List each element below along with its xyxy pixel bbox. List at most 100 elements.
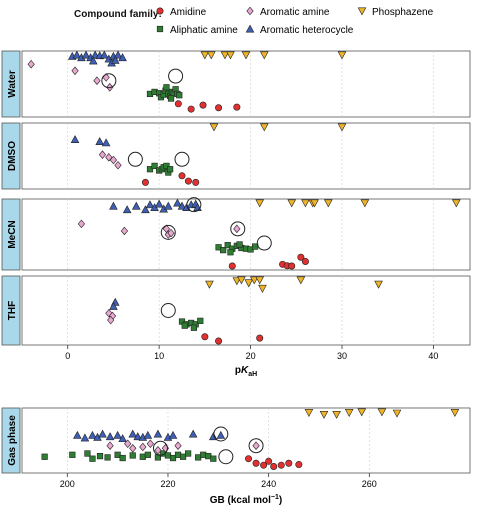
highlight-ring [168,68,184,84]
point-phosphazene [241,51,251,60]
point-aromatic-amine [124,439,132,449]
point-amidine [252,459,260,467]
x-tick-label: 260 [362,479,377,489]
point-aromatic-amine [71,66,79,76]
point-aliphatic-amine [163,162,170,170]
legend-label-amidine: Amidine [170,7,207,18]
legend-marker-phosphazene [357,7,367,16]
point-aromatic-heterocycle [81,50,91,59]
point-aliphatic-amine [190,324,197,331]
highlight-ring [230,221,246,237]
point-aromatic-amine [27,59,35,69]
point-aliphatic-amine [146,166,154,173]
point-phosphazene [259,51,269,60]
point-phosphazene [296,276,306,285]
highlight-ring [186,197,202,213]
x-tick-label: 20 [246,351,256,361]
legend-label-phosphazene: Phosphazene [372,7,434,18]
point-aliphatic-amine [181,322,188,329]
point-aromatic-heterocycle [80,433,90,442]
point-phosphazene [249,276,259,285]
x-axis-title: GB (kcal mol−1) [210,494,282,506]
point-aromatic-heterocycle [133,432,143,441]
point-aromatic-heterocycle [109,201,118,210]
point-aromatic-amine [114,160,122,170]
point-phosphazene [310,199,319,208]
point-aromatic-amine [146,439,154,449]
point-aromatic-heterocycle [98,429,107,438]
point-amidine [184,177,192,185]
highlight-ring [256,235,272,251]
panel-label-water: Water [7,70,18,98]
point-phosphazene [205,280,214,289]
point-aromatic-heterocycle [70,135,80,143]
point-aromatic-heterocycle [168,430,178,439]
x-tick-label: 240 [261,479,276,489]
point-phosphazene [357,408,367,417]
point-amidine [256,334,264,342]
point-amidine [265,457,273,465]
highlight-ring [174,151,190,167]
point-phosphazene [332,410,341,419]
point-aromatic-heterocycle [131,201,141,210]
legend-label-aliphatic-amine: Aliphatic amine [170,25,238,36]
point-aliphatic-amine [96,452,104,460]
point-amidine [174,100,182,108]
point-aliphatic-amine [104,454,111,461]
point-amidine [277,461,285,469]
point-aromatic-heterocycle [145,200,155,209]
point-aromatic-amine [107,315,115,325]
point-aromatic-amine [154,445,162,455]
point-aromatic-amine [77,219,86,229]
point-aromatic-heterocycle [95,137,105,145]
panel-frame [21,122,471,190]
point-aliphatic-amine [220,247,227,254]
point-aromatic-amine [233,224,241,234]
highlight-ring [152,440,168,456]
x-tick-label: 0 [65,351,70,361]
panel-frame [21,198,471,271]
legend-marker-amidine [156,7,164,15]
point-aromatic-heterocycle [173,198,182,207]
point-aliphatic-amine [114,451,121,458]
point-aromatic-heterocycle [143,430,153,439]
point-amidine [215,337,223,345]
legend-marker-aliphatic-amine [156,25,164,33]
point-aliphatic-amine [169,454,177,462]
highlight-ring [101,73,117,89]
point-phosphazene [450,409,460,417]
x-tick-label: 40 [428,351,438,361]
point-aromatic-amine [93,76,101,85]
point-aliphatic-amine [167,166,174,173]
highlight-ring [218,449,234,465]
panel-frame [21,407,471,474]
point-aromatic-amine [98,150,107,159]
point-aromatic-heterocycle [88,430,97,439]
point-phosphazene [259,123,269,132]
point-aromatic-heterocycle [113,430,122,439]
legend-label-aromatic-amine: Aromatic amine [260,7,330,18]
point-aromatic-amine [120,226,128,236]
point-aromatic-heterocycle [153,429,163,438]
point-amidine [178,172,186,180]
point-phosphazene [206,51,216,60]
point-aromatic-heterocycle [177,201,187,210]
point-aromatic-amine [105,153,113,162]
x-tick-label: 220 [160,479,175,489]
x-tick-label: 10 [154,351,164,361]
highlight-ring [160,303,176,318]
point-aromatic-amine [105,308,113,318]
point-aliphatic-amine [41,453,48,460]
point-phosphazene [337,51,347,60]
point-phosphazene [374,280,383,289]
point-amidine [141,178,149,186]
highlight-ring [127,151,143,167]
point-phosphazene [255,199,265,208]
panel-label-mecn: MeCN [7,220,18,248]
point-aromatic-heterocycle [73,430,82,439]
panel-frame [21,275,471,346]
point-aliphatic-amine [69,451,76,458]
point-aromatic-heterocycle [122,205,132,214]
point-aromatic-heterocycle [89,56,98,65]
